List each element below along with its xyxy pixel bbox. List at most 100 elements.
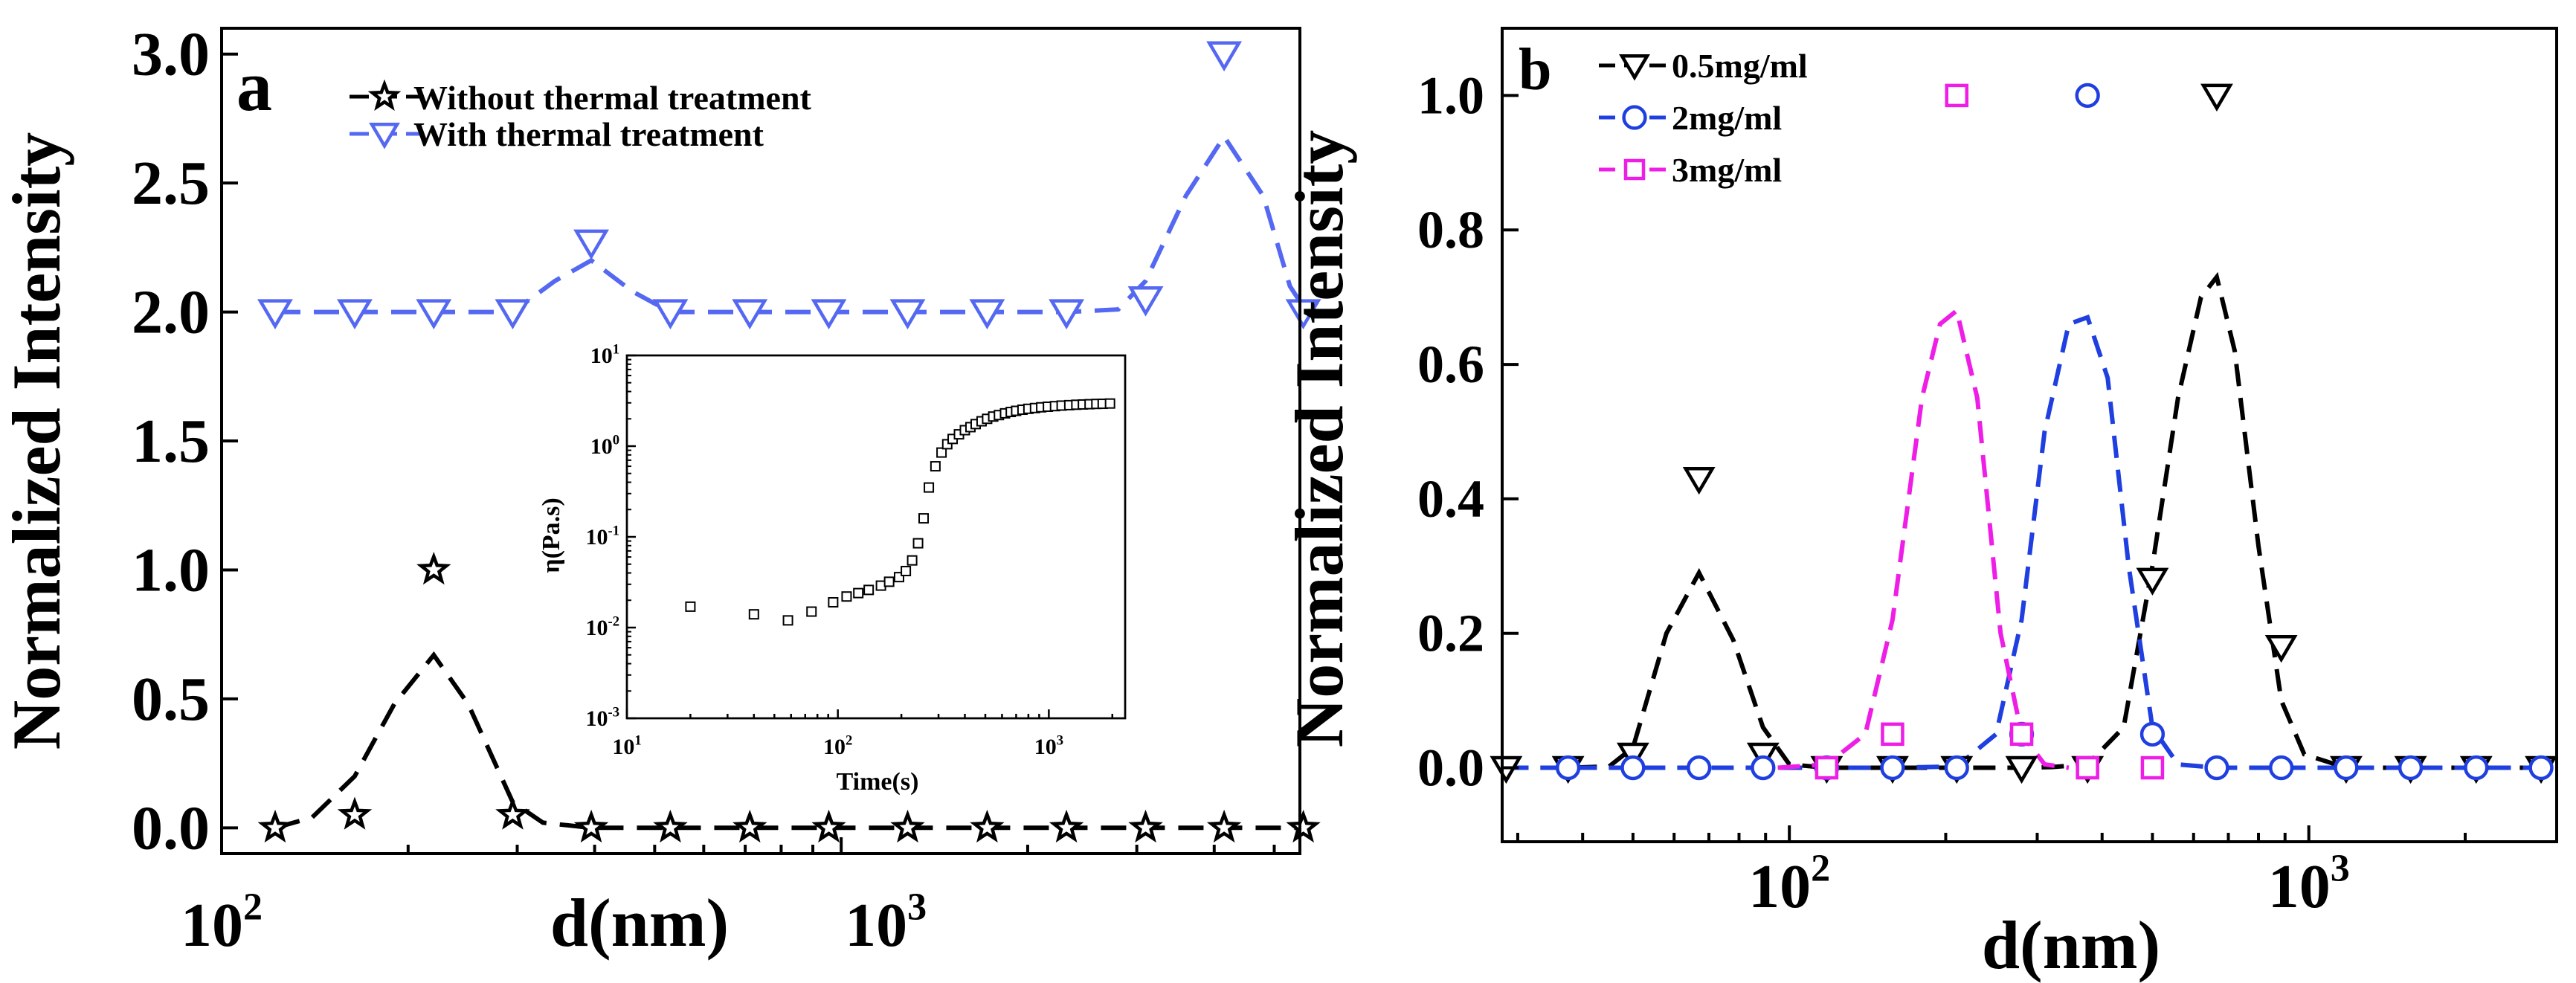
inset-frame — [625, 354, 1127, 720]
y-tick-label: 0.2 — [1417, 604, 1484, 663]
y-tick-label: 1.5 — [132, 407, 210, 476]
data-point — [811, 299, 847, 330]
panel-b-y-axis-label: Normalized Intensity — [1281, 130, 1357, 747]
data-point — [1286, 809, 1321, 843]
panel-b-label: b — [1519, 37, 1552, 103]
data-point — [2005, 755, 2038, 784]
data-point — [1127, 286, 1164, 317]
x-tick-label: 103 — [845, 886, 927, 960]
data-point — [1555, 755, 1581, 781]
panel-a-x-ticks: 102 103 — [181, 837, 1276, 960]
legend-item-2mg: 2mg/ml — [1599, 99, 1782, 137]
data-point — [2264, 635, 2298, 663]
y-tick-label: 0.6 — [1417, 335, 1484, 394]
inset-data-point — [907, 555, 918, 566]
data-point — [2139, 721, 2166, 747]
legend-label-2mg: 2mg/ml — [1672, 99, 1782, 137]
legend-marker-circle — [1622, 105, 1647, 130]
data-point — [1815, 755, 1839, 780]
inset-data-point — [841, 591, 852, 602]
inset-data-point — [806, 606, 817, 617]
legend-item-with-thermal: With thermal treatment — [350, 115, 764, 153]
data-point — [890, 809, 925, 843]
legend-marker-triangle — [1619, 54, 1650, 81]
inset-x-tick-label: 103 — [1034, 732, 1063, 759]
inset-data-point — [853, 587, 864, 599]
legend-square-icon — [1623, 158, 1646, 181]
data-point — [257, 809, 293, 843]
data-point — [2009, 722, 2034, 747]
y-tick-label: 0.0 — [132, 793, 210, 863]
data-point — [1206, 41, 1243, 72]
data-point — [970, 809, 1005, 843]
inset-y-tick-label: 10-2 — [586, 613, 620, 640]
data-point — [573, 809, 609, 843]
legend-marker-triangle — [369, 123, 400, 149]
y-tick-label: 1.0 — [132, 535, 210, 605]
panel-a-legend: Without thermal treatment With thermal t… — [350, 79, 812, 153]
data-point — [1751, 755, 1776, 781]
inset-data-point — [828, 596, 839, 607]
data-point — [337, 299, 373, 330]
data-point — [2204, 755, 2229, 781]
inset-data-point — [912, 538, 924, 549]
inset-data-point — [936, 447, 947, 458]
data-point — [2200, 83, 2233, 112]
y-tick-label: 0.4 — [1417, 469, 1484, 529]
inset-y-tick-label: 100 — [590, 432, 619, 459]
data-point — [2075, 83, 2100, 109]
inset-y-tick-label: 10-3 — [586, 704, 620, 731]
inset-data-point — [1104, 398, 1115, 409]
inset-x-axis-label: Time(s) — [837, 768, 919, 796]
x-tick-label: 103 — [2268, 848, 2350, 921]
inset-data-point — [685, 601, 696, 612]
data-point — [1687, 755, 1712, 781]
data-point — [2528, 755, 2554, 781]
legend-label-with-thermal: With thermal treatment — [413, 115, 764, 153]
data-point — [2269, 755, 2294, 781]
data-point — [495, 796, 530, 830]
x-tick-label: 102 — [181, 886, 263, 960]
y-tick-label: 2.0 — [132, 278, 210, 347]
data-point — [2334, 755, 2359, 781]
data-point — [1944, 755, 1969, 781]
legend-label-0-5mg: 0.5mg/ml — [1672, 47, 1808, 85]
y-tick-label: 0.8 — [1417, 200, 1484, 260]
panel-a-y-axis-label: Normalized Intensity — [0, 132, 74, 750]
inset-x-tick-label: 101 — [612, 732, 641, 759]
data-point — [889, 299, 926, 330]
inset-data-point — [924, 482, 935, 493]
inset-y-ticks: 10-3 10-2 10-1 100 101 — [586, 341, 636, 731]
data-point — [1945, 83, 1969, 108]
inset-plot-area — [685, 398, 1115, 626]
data-point — [416, 299, 452, 330]
data-point — [495, 299, 531, 330]
panel-b-x-ticks: 102 103 — [1516, 825, 2558, 921]
legend-item-0-5mg: 0.5mg/ml — [1599, 47, 1808, 85]
inset-x-tick-label: 102 — [823, 732, 852, 759]
inset-y-tick-label: 101 — [590, 341, 619, 368]
inset-data-point — [918, 513, 930, 524]
y-tick-label: 2.5 — [132, 149, 210, 218]
data-point — [2076, 755, 2099, 780]
legend-star-icon — [367, 79, 402, 112]
legend-label-3mg: 3mg/ml — [1672, 151, 1782, 189]
data-point — [811, 809, 846, 843]
y-tick-label: 3.0 — [132, 20, 210, 89]
inset-data-point — [782, 615, 793, 626]
legend-label-without-thermal: Without thermal treatment — [413, 79, 812, 117]
legend-marker-star — [367, 79, 402, 112]
data-point — [653, 809, 688, 843]
series-fit-line-0-5mg — [1506, 271, 2542, 770]
panel-b-frame — [1501, 27, 2558, 843]
inset-y-tick-label: 10-1 — [586, 523, 620, 549]
data-point — [1880, 755, 1905, 781]
panel-a-x-axis-label: d(nm) — [550, 885, 729, 961]
y-tick-label: 0.5 — [132, 665, 210, 734]
data-point — [2464, 755, 2489, 781]
inset-data-point — [863, 584, 875, 596]
data-point — [1049, 809, 1084, 843]
panel-a-inset: 10-3 10-2 10-1 100 101 101 102 103 Time(s) η(P… — [538, 341, 1127, 796]
panel-b: b 0.0 0.2 0.4 0.6 0.8 1.0 102 103 Normalized I… — [1281, 27, 2558, 983]
